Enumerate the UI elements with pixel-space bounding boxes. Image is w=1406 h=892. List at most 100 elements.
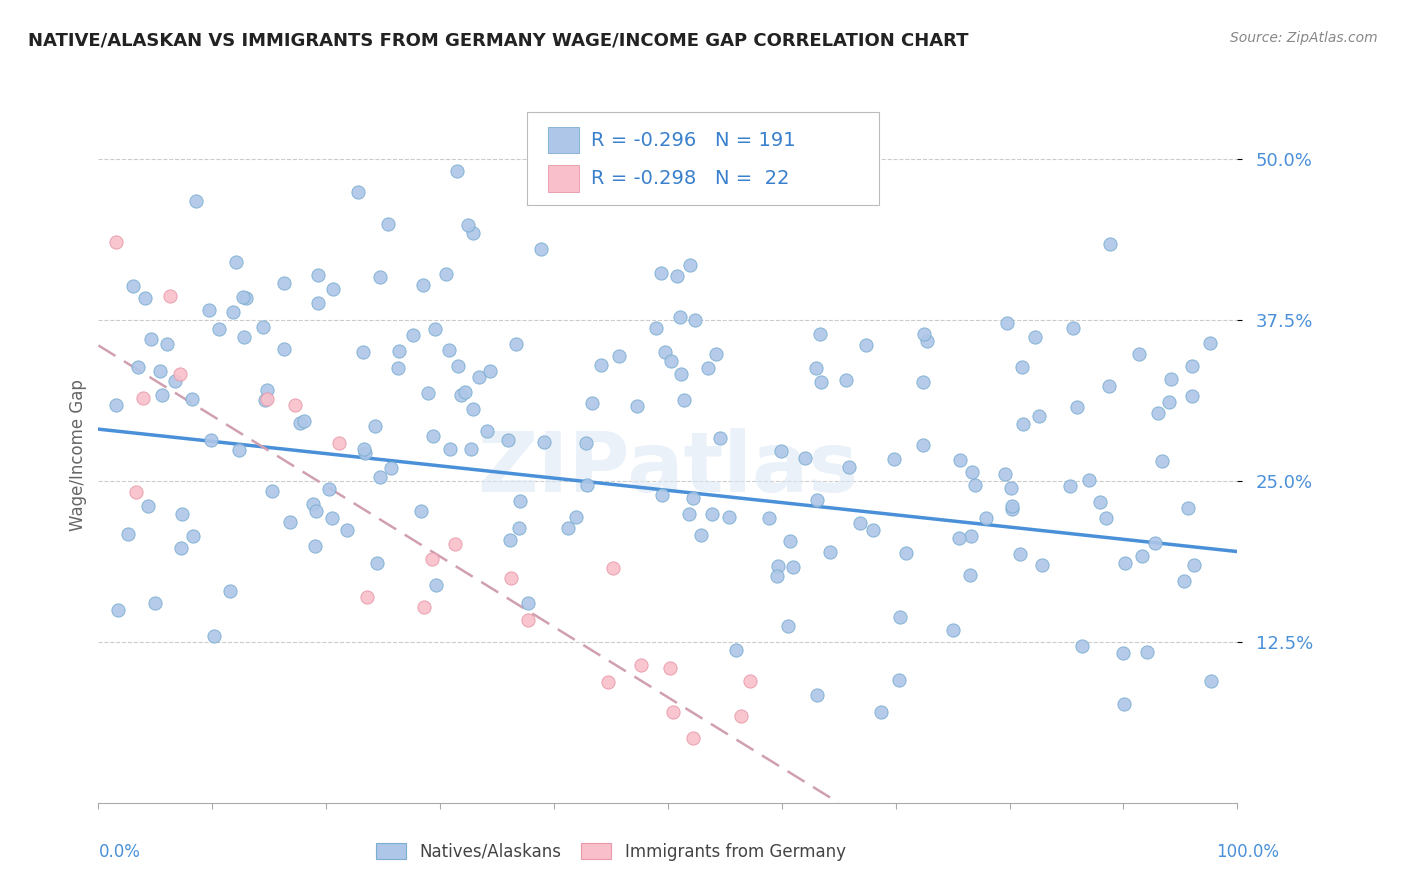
Point xyxy=(468,370,491,384)
Point xyxy=(125,484,148,499)
Point xyxy=(454,384,477,399)
Point xyxy=(1095,511,1118,525)
Point xyxy=(328,435,350,450)
Point xyxy=(855,338,877,352)
Point xyxy=(1066,400,1088,414)
Point xyxy=(450,387,472,401)
Point xyxy=(169,367,191,381)
Point xyxy=(1130,549,1153,563)
Point xyxy=(995,316,1018,330)
Point xyxy=(228,443,250,458)
Point xyxy=(912,326,935,341)
Point xyxy=(460,442,482,457)
Point xyxy=(949,452,972,467)
Point xyxy=(457,219,479,233)
Legend: Natives/Alaskans, Immigrants from Germany: Natives/Alaskans, Immigrants from German… xyxy=(375,843,846,861)
Point xyxy=(942,623,965,637)
Point xyxy=(818,545,841,559)
Point xyxy=(304,539,326,553)
Point xyxy=(284,398,307,412)
Point xyxy=(1199,674,1222,689)
Point xyxy=(256,384,278,398)
Point xyxy=(806,688,828,702)
Point xyxy=(870,705,893,719)
Point xyxy=(499,533,522,548)
Point xyxy=(163,374,186,388)
Point xyxy=(794,451,817,466)
Point xyxy=(666,269,689,284)
Point xyxy=(425,578,447,592)
Text: ZIPatlas: ZIPatlas xyxy=(478,428,858,509)
Point xyxy=(420,552,443,566)
Point xyxy=(758,511,780,525)
Point xyxy=(181,529,204,543)
Point xyxy=(107,603,129,617)
Point xyxy=(1071,639,1094,653)
Point xyxy=(630,658,652,673)
Point xyxy=(172,507,194,521)
Point xyxy=(422,428,444,442)
Point xyxy=(911,375,934,389)
Point xyxy=(352,345,374,359)
Point xyxy=(1173,574,1195,589)
Point xyxy=(738,674,761,689)
Point xyxy=(132,391,155,405)
Point xyxy=(208,322,231,336)
Point xyxy=(412,599,434,614)
Point xyxy=(127,360,149,375)
Point xyxy=(377,218,399,232)
Point xyxy=(862,523,884,537)
Point xyxy=(671,367,693,381)
Point xyxy=(416,385,439,400)
Point xyxy=(849,516,872,531)
Point xyxy=(887,673,910,688)
Point xyxy=(696,360,718,375)
Point xyxy=(607,349,630,363)
Point xyxy=(1177,500,1199,515)
Point xyxy=(446,164,468,178)
Point xyxy=(589,358,612,372)
Point xyxy=(136,499,159,513)
Point xyxy=(496,434,519,448)
Point xyxy=(170,541,193,555)
Text: R = -0.296   N = 191: R = -0.296 N = 191 xyxy=(591,130,796,150)
Point xyxy=(1114,556,1136,570)
Point xyxy=(294,414,316,428)
Point xyxy=(779,533,801,548)
Point xyxy=(278,515,301,529)
Point xyxy=(1181,359,1204,374)
Point xyxy=(505,337,527,351)
Point xyxy=(181,392,204,407)
Point xyxy=(682,491,704,505)
Point xyxy=(1136,645,1159,659)
Point xyxy=(143,596,166,610)
Point xyxy=(645,321,668,335)
Point xyxy=(346,185,368,199)
Point xyxy=(1001,499,1024,513)
Point xyxy=(959,568,981,582)
Point xyxy=(682,731,704,746)
Point xyxy=(1008,547,1031,561)
Point xyxy=(509,493,531,508)
Point xyxy=(1098,237,1121,252)
Point xyxy=(838,459,860,474)
Point xyxy=(575,477,598,491)
Point xyxy=(1181,389,1204,403)
Point xyxy=(139,333,162,347)
Point xyxy=(288,417,311,431)
Point xyxy=(894,546,917,560)
Point xyxy=(1112,646,1135,660)
Point xyxy=(602,561,624,575)
Point xyxy=(1078,473,1101,487)
Point xyxy=(252,319,274,334)
Point xyxy=(150,387,173,401)
Point xyxy=(197,302,219,317)
Point xyxy=(533,435,555,450)
Point xyxy=(412,277,434,292)
Point xyxy=(1011,360,1033,375)
Point xyxy=(256,392,278,407)
Point xyxy=(596,674,619,689)
Point xyxy=(730,708,752,723)
Point xyxy=(121,278,143,293)
Point xyxy=(322,282,344,296)
